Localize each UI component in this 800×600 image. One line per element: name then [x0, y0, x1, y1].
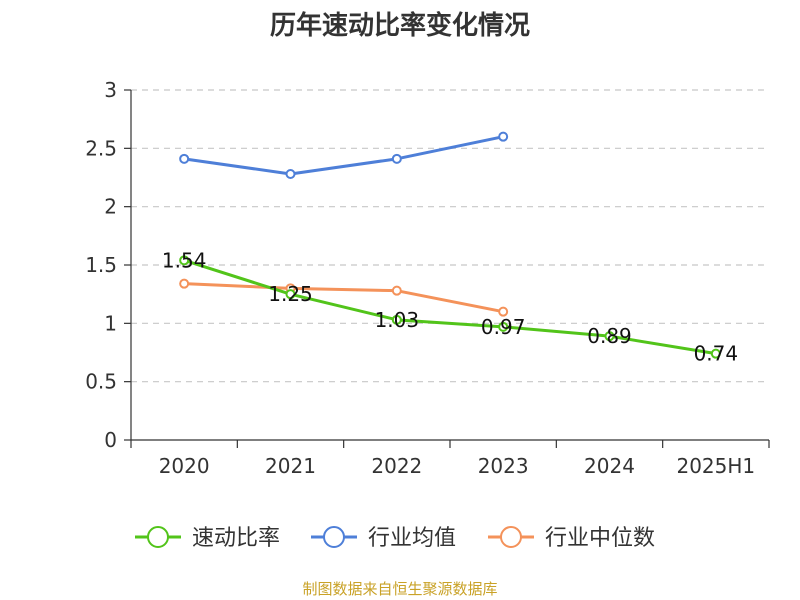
legend-item[interactable]: 速动比率: [135, 526, 280, 551]
source-note: 制图数据来自恒生聚源数据库: [302, 580, 497, 598]
data-point[interactable]: [391, 285, 402, 296]
data-point[interactable]: [285, 169, 296, 179]
x-tick-label: 2023: [478, 454, 529, 478]
legend-marker: [500, 526, 522, 548]
y-tick-label: 2: [104, 195, 117, 219]
y-tick-label: 0.5: [85, 370, 117, 394]
legend-item[interactable]: 行业中位数: [488, 526, 655, 551]
series-1: [179, 131, 509, 179]
legend-marker: [323, 526, 345, 548]
data-point[interactable]: [391, 314, 402, 325]
y-tick-label: 0: [104, 428, 117, 452]
series: [179, 131, 721, 359]
data-label: 1.03: [375, 308, 420, 332]
data-point[interactable]: [498, 131, 509, 142]
x-tick-label: 2025H1: [676, 454, 755, 478]
data-point[interactable]: [710, 348, 721, 359]
legend-label: 行业中位数: [545, 526, 655, 551]
data-labels: 1.54 1.25 1.03 0.97 0.89 0.74: [162, 248, 738, 365]
x-tick-label: 2022: [371, 454, 422, 478]
data-label: 0.89: [587, 324, 632, 348]
chart-title: 历年速动比率变化情况: [270, 10, 530, 41]
data-label: 0.74: [694, 342, 739, 366]
legend-label: 行业均值: [368, 526, 456, 551]
y-tick-label: 2.5: [85, 136, 117, 160]
series-0: [179, 255, 721, 359]
y-tick-label: 1: [104, 311, 117, 335]
data-point[interactable]: [179, 255, 190, 266]
axes: 0 0.5 1 1.5 2 2.5 3 2020 2021 2022 2023 2024 2025H1: [85, 78, 770, 478]
legend-item[interactable]: 行业均值: [311, 526, 456, 551]
x-tick-label: 2020: [159, 454, 210, 478]
data-label: 1.54: [162, 248, 207, 272]
y-tick-label: 1.5: [85, 253, 117, 277]
legend-label: 速动比率: [192, 526, 280, 551]
x-tick-label: 2024: [584, 454, 635, 478]
data-point[interactable]: [604, 331, 615, 342]
series-line: [183, 258, 717, 356]
data-label: 0.97: [481, 315, 526, 339]
data-point[interactable]: [179, 278, 190, 289]
data-point[interactable]: [179, 153, 190, 164]
data-point[interactable]: [498, 321, 509, 332]
data-point[interactable]: [498, 306, 509, 317]
series-line: [184, 282, 504, 314]
data-point[interactable]: [285, 289, 296, 300]
data-point[interactable]: [391, 153, 402, 164]
x-tick-label: 2021: [265, 454, 316, 478]
series-2: [179, 278, 509, 317]
series-line: [183, 135, 504, 176]
legend-marker: [147, 526, 169, 548]
data-label: 1.25: [268, 282, 313, 306]
grid: [131, 89, 769, 383]
y-tick-label: 3: [104, 78, 117, 102]
legend[interactable]: 速动比率 行业均值 行业中位数: [135, 526, 655, 551]
